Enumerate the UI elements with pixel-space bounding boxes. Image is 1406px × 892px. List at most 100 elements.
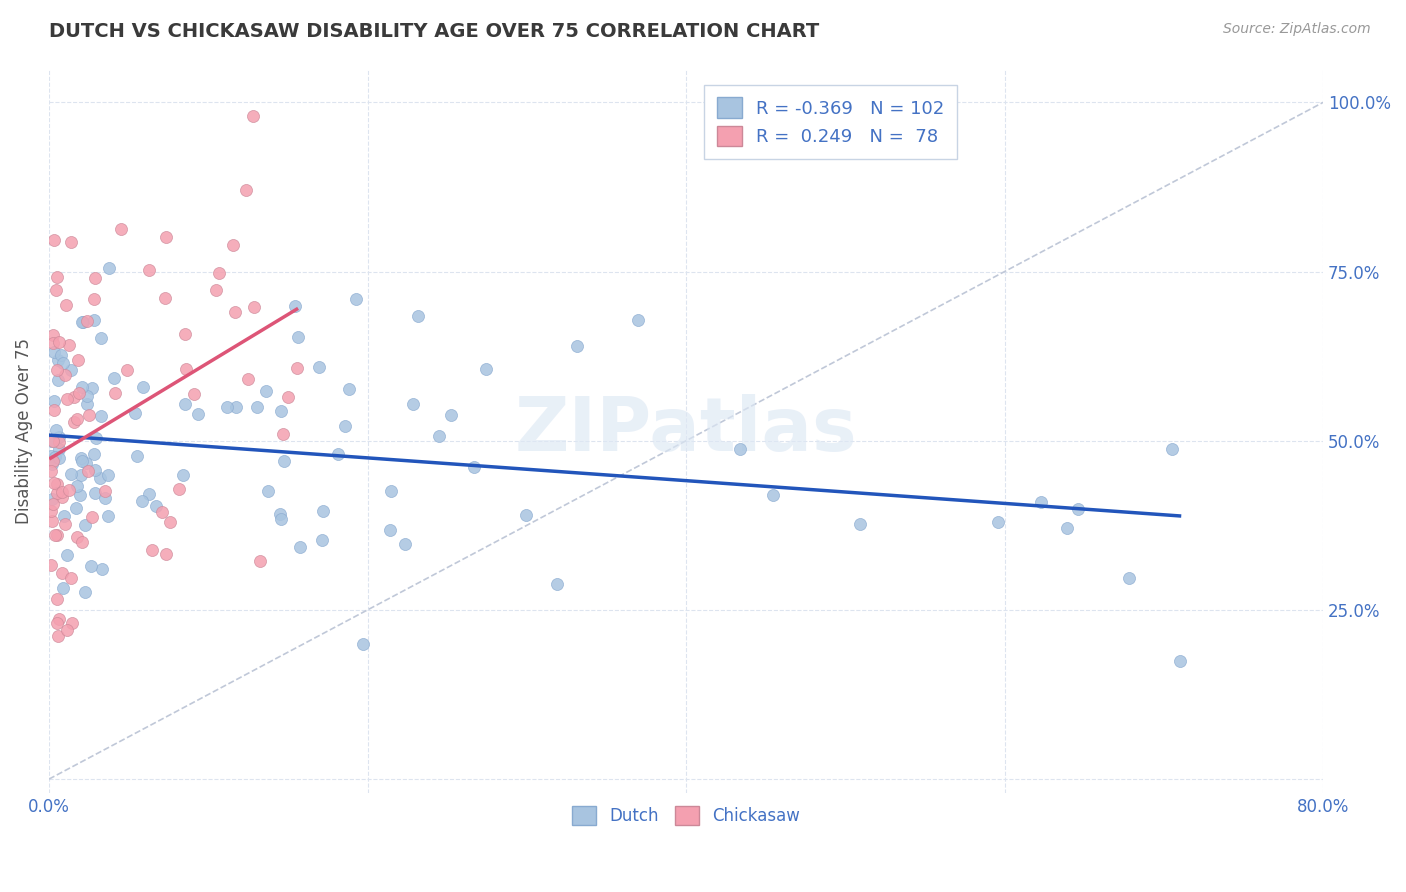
Point (312, 504, 335, 518)
Point (238, 372, 260, 386)
Point (402, 397, 425, 411)
Point (1161, 442, 1184, 456)
Point (138, 263, 160, 277)
Point (65, 500, 87, 515)
Point (45, 423, 67, 437)
Point (44, 233, 66, 247)
Point (89, 471, 111, 485)
Point (45, 485, 67, 500)
Point (1118, 571, 1140, 585)
Point (70, 315, 93, 329)
Point (344, 293, 367, 307)
Point (475, 362, 498, 376)
Point (97, 509, 120, 524)
Point (58, 483, 80, 497)
Point (70, 380, 93, 394)
Point (270, 512, 292, 526)
Point (335, 418, 357, 433)
Point (90, 330, 112, 344)
Point (1168, 654, 1191, 668)
Text: ZIPatlas: ZIPatlas (515, 394, 858, 467)
Point (288, 540, 311, 554)
Point (70, 451, 93, 466)
Point (224, 304, 246, 318)
Point (51, 348, 73, 362)
Point (48, 442, 70, 457)
Point (103, 371, 125, 385)
Point (406, 310, 429, 324)
Point (51, 490, 73, 504)
Point (39, 464, 62, 478)
Point (242, 109, 264, 123)
Point (69, 488, 91, 502)
Point (48, 451, 70, 466)
Point (46, 629, 69, 643)
Point (44, 450, 66, 464)
Point (172, 468, 194, 483)
Point (39, 434, 62, 449)
Point (60, 363, 83, 377)
Point (51, 484, 73, 499)
Point (55, 298, 77, 312)
Point (67, 385, 90, 400)
Point (48, 335, 70, 350)
Point (429, 428, 451, 442)
Point (82, 381, 104, 395)
Point (48, 612, 70, 626)
Point (270, 403, 292, 417)
Point (83, 447, 105, 461)
Point (44, 527, 66, 541)
Point (53, 517, 76, 532)
Point (141, 542, 163, 557)
Point (153, 291, 176, 305)
Point (222, 238, 245, 252)
Point (124, 406, 146, 420)
Point (183, 387, 205, 401)
Point (284, 299, 307, 313)
Point (173, 326, 195, 341)
Point (52, 581, 75, 595)
Point (83, 292, 105, 306)
Point (380, 483, 402, 498)
Point (72, 453, 94, 467)
Point (41, 504, 63, 518)
Point (66, 530, 89, 544)
Point (76, 397, 98, 411)
Point (53, 368, 76, 382)
Point (46, 615, 69, 630)
Point (41, 458, 63, 472)
Point (45, 592, 67, 607)
Point (42, 475, 65, 490)
Point (125, 449, 148, 463)
Point (60, 571, 83, 585)
Point (1067, 502, 1090, 516)
Point (627, 313, 650, 327)
Point (254, 384, 277, 399)
Point (131, 493, 153, 508)
Point (60, 616, 83, 631)
Point (1029, 495, 1052, 509)
Point (285, 361, 308, 376)
Point (90, 562, 112, 576)
Point (515, 508, 537, 522)
Point (463, 460, 485, 475)
Point (440, 409, 463, 423)
Point (97, 468, 120, 483)
Point (546, 577, 568, 591)
Point (46, 352, 69, 367)
Point (41, 454, 63, 468)
Point (67, 353, 90, 368)
Point (269, 507, 291, 521)
Point (249, 554, 271, 568)
Point (77, 408, 100, 422)
Point (273, 453, 295, 467)
Point (39, 449, 62, 463)
Point (104, 385, 127, 400)
Point (83, 312, 105, 326)
Point (59, 467, 82, 482)
Point (208, 266, 231, 280)
Point (155, 229, 177, 244)
Point (98, 260, 121, 275)
Point (45, 283, 67, 297)
Point (41, 492, 63, 507)
